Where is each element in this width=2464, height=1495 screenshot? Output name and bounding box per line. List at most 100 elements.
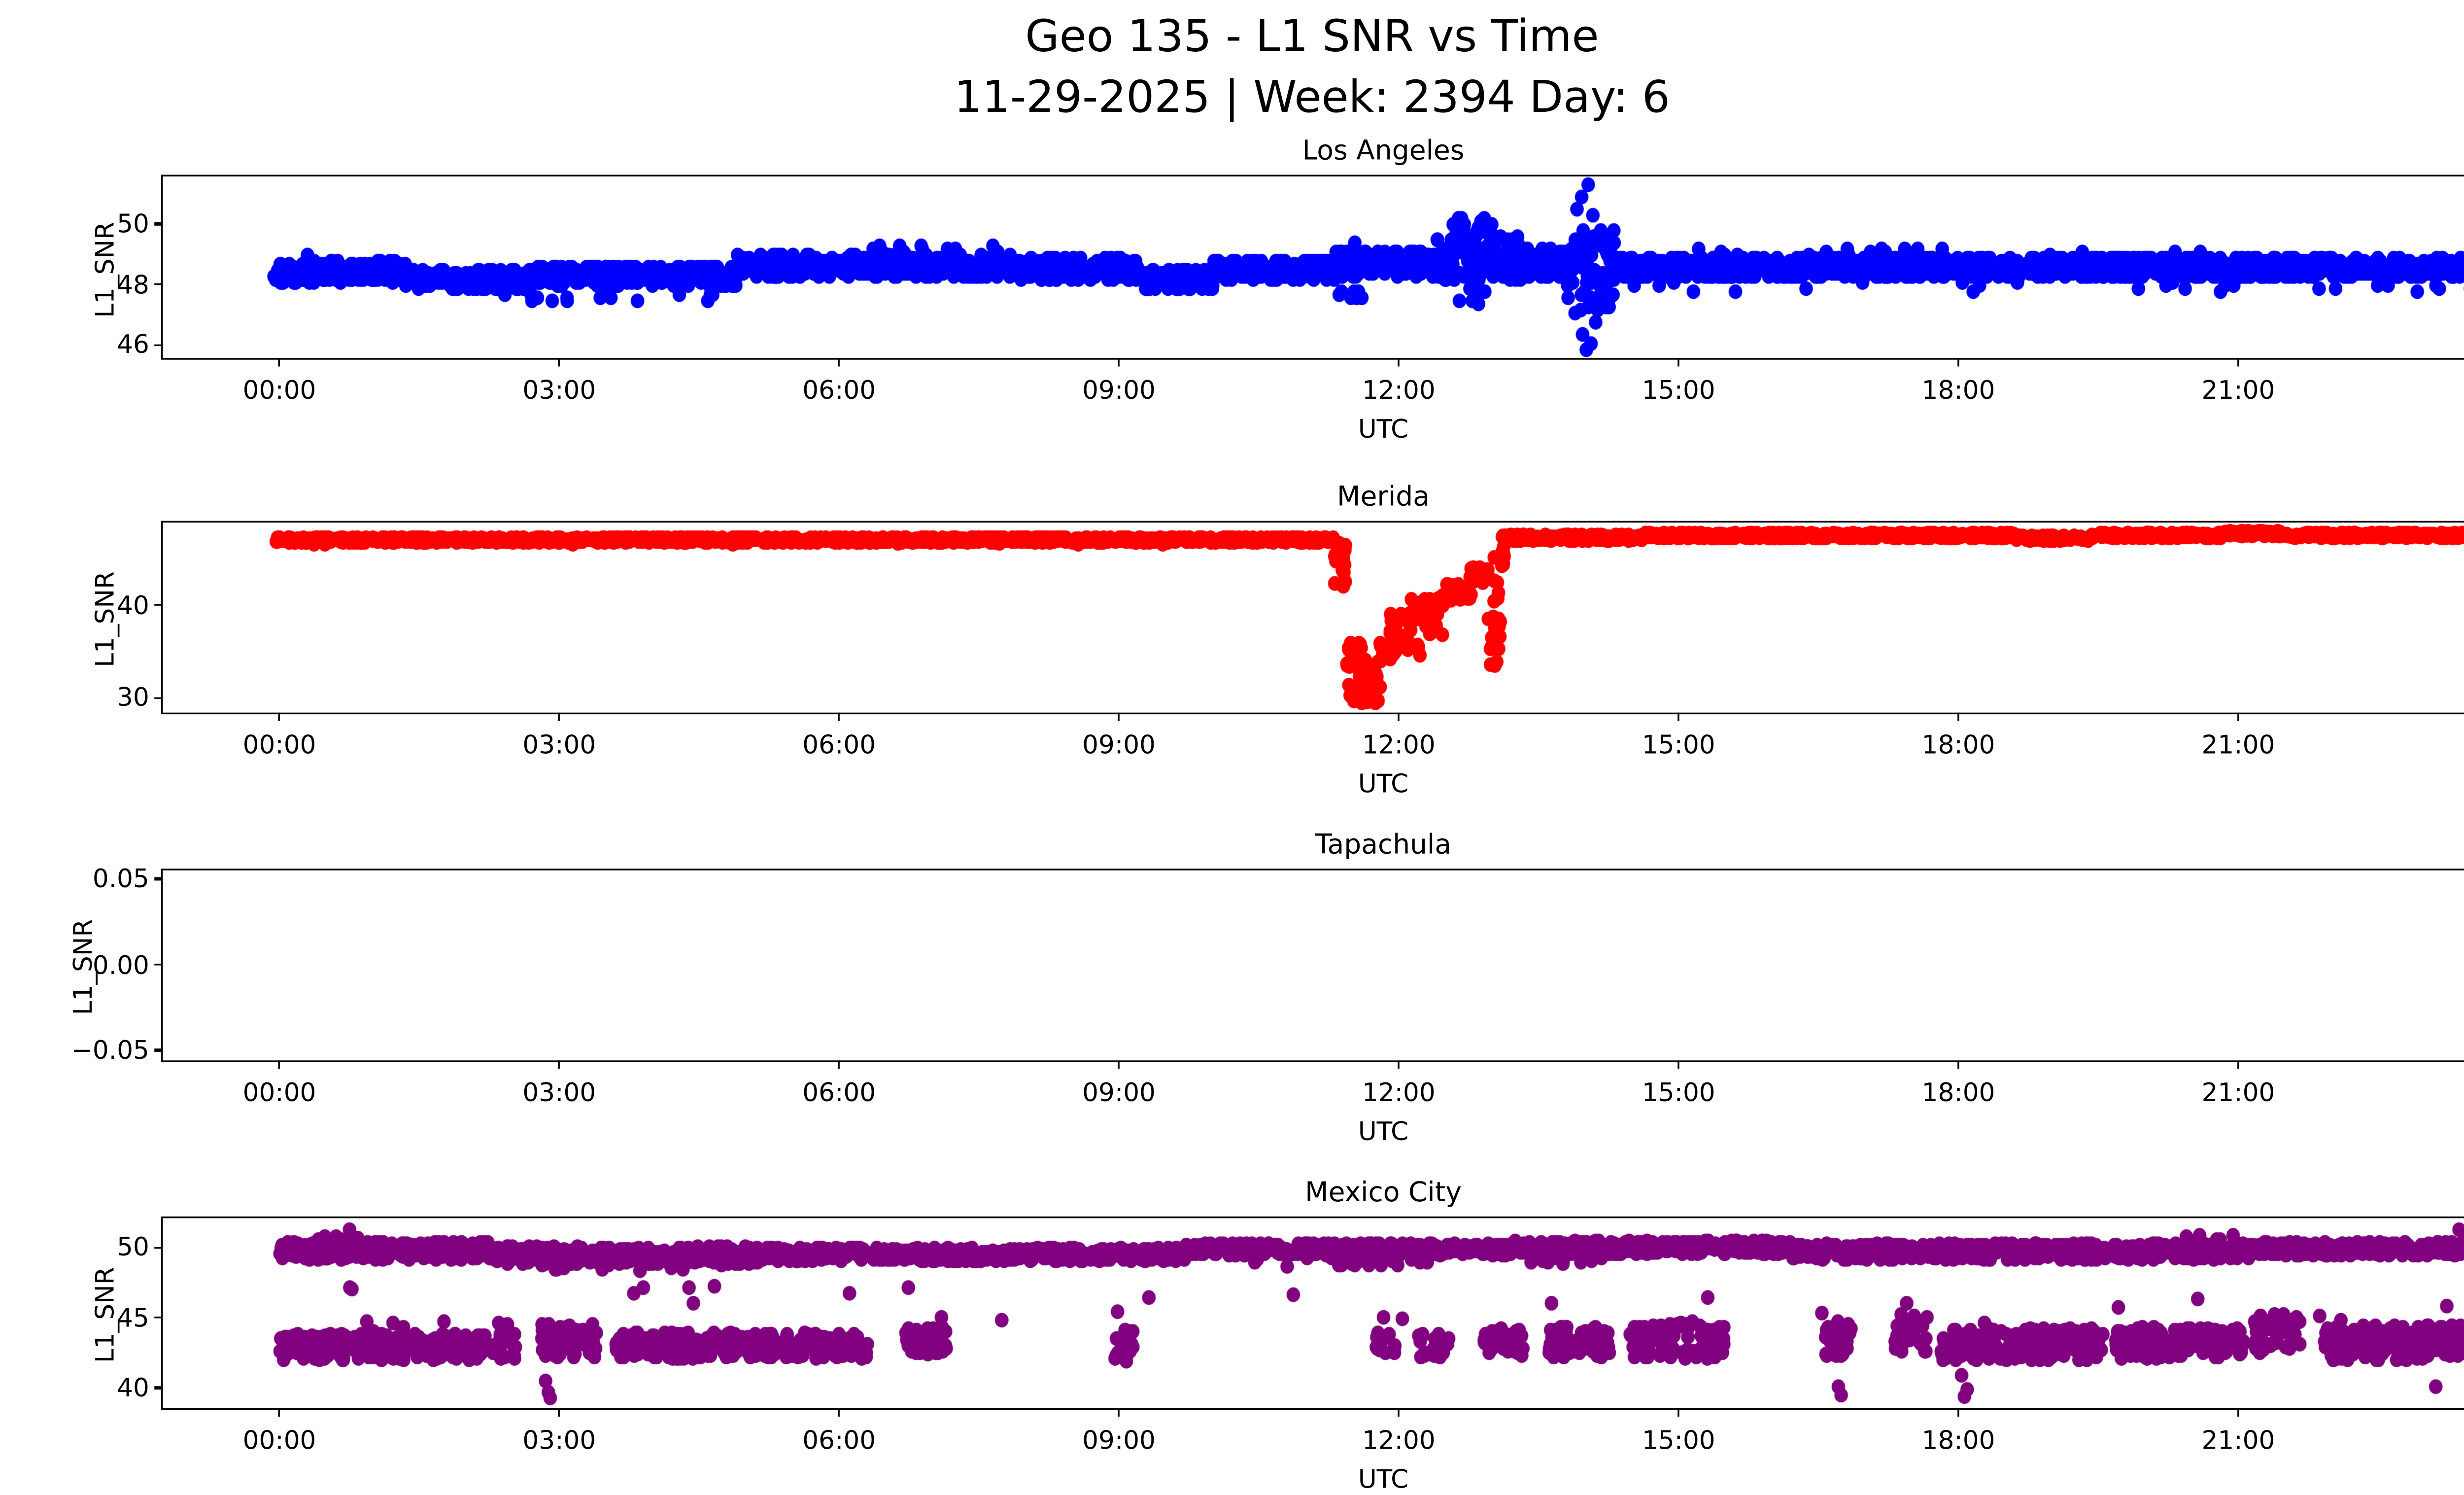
- y-tick-label: 50: [117, 1232, 149, 1263]
- x-tick-label: 03:00: [522, 730, 596, 761]
- x-axis-label: UTC: [1358, 768, 1409, 800]
- x-tick-label: 03:00: [522, 375, 596, 406]
- y-tick-mark: [154, 963, 163, 966]
- y-tick-label: 45: [117, 1302, 149, 1333]
- x-tick-mark: [558, 1060, 561, 1069]
- x-tick-label: 12:00: [1362, 1425, 1436, 1456]
- x-tick-mark: [1118, 712, 1120, 721]
- x-tick-mark: [278, 712, 281, 721]
- x-tick-mark: [1957, 1408, 1960, 1417]
- x-tick-label: 21:00: [2201, 1077, 2275, 1108]
- y-tick-label: 48: [117, 269, 149, 300]
- subplot-mexico-city: Mexico City 50 45 40 00:00 03:00 06:00 09:00 12:…: [90, 1176, 2464, 1495]
- subplot-title: Los Angeles: [1302, 134, 1465, 167]
- x-tick-label: 00:00: [2447, 730, 2464, 760]
- x-tick-mark: [1677, 1408, 1680, 1417]
- x-tick-mark: [1398, 1408, 1400, 1417]
- y-tick-mark: [154, 283, 163, 286]
- x-tick-label: 03:00: [522, 1425, 596, 1456]
- x-tick-label: 09:00: [1082, 1077, 1156, 1108]
- x-tick-label: 00:00: [2447, 1425, 2464, 1456]
- x-tick-label: 00:00: [242, 375, 316, 406]
- x-tick-label: 06:00: [802, 1425, 876, 1456]
- subplot-tapachula: Tapachula 0.05 0.00 −0.05 00:00 03:00 06:00 09:…: [68, 828, 2464, 1147]
- y-tick-label: 0.00: [92, 949, 149, 980]
- y-tick-mark: [154, 1387, 163, 1390]
- y-tick-mark: [154, 222, 163, 225]
- subplot-title: Merida: [1336, 480, 1430, 513]
- y-axis-label: L1_SNR: [90, 571, 121, 667]
- x-tick-mark: [1677, 712, 1680, 721]
- x-tick-label: 15:00: [1642, 375, 1715, 406]
- y-tick-mark: [154, 344, 163, 347]
- x-tick-label: 12:00: [1362, 730, 1436, 761]
- x-tick-mark: [1118, 1408, 1120, 1417]
- x-tick-mark: [1957, 1060, 1960, 1069]
- x-tick-label: 00:00: [2447, 1078, 2464, 1108]
- y-tick-mark: [154, 696, 163, 699]
- y-tick-label: 50: [117, 209, 149, 240]
- x-tick-mark: [1118, 1060, 1120, 1069]
- x-tick-mark: [278, 358, 281, 367]
- x-tick-label: 09:00: [1082, 1425, 1156, 1456]
- x-tick-mark: [558, 712, 561, 721]
- x-tick-label: 00:00: [2447, 375, 2464, 406]
- x-tick-mark: [1398, 712, 1400, 721]
- x-tick-mark: [1118, 358, 1120, 367]
- y-tick-mark: [154, 1317, 163, 1320]
- x-tick-mark: [838, 1408, 841, 1417]
- figure-title-line1: Geo 135 - L1 SNR vs Time: [1025, 12, 1599, 63]
- x-tick-label: 18:00: [1921, 1425, 1995, 1456]
- y-tick-label: 30: [117, 682, 149, 713]
- scatter-canvas: [163, 176, 2464, 358]
- y-tick-label: 40: [117, 1373, 149, 1404]
- x-tick-label: 12:00: [1362, 1077, 1436, 1108]
- y-tick-mark: [154, 1049, 163, 1051]
- x-axis-label: UTC: [1358, 1464, 1409, 1495]
- x-tick-label: 09:00: [1082, 730, 1156, 761]
- y-tick-label: 46: [117, 330, 149, 361]
- x-tick-mark: [1957, 358, 1960, 367]
- y-tick-label: 0.05: [92, 864, 149, 895]
- y-axis-label: L1_SNR: [90, 221, 121, 317]
- x-tick-label: 00:00: [242, 1425, 316, 1456]
- x-tick-label: 09:00: [1082, 375, 1156, 406]
- x-axis-label: UTC: [1358, 1116, 1409, 1147]
- y-tick-mark: [154, 604, 163, 607]
- x-tick-mark: [838, 1060, 841, 1069]
- x-axis-label: UTC: [1358, 414, 1409, 445]
- figure-title-line2: 11-29-2025 | Week: 2394 Day: 6: [954, 73, 1670, 124]
- y-tick-label: −0.05: [71, 1035, 149, 1066]
- y-axis-label: L1_SNR: [68, 919, 99, 1015]
- x-tick-mark: [1398, 358, 1400, 367]
- x-tick-label: 06:00: [802, 730, 876, 761]
- subplot-title: Mexico City: [1305, 1176, 1462, 1208]
- x-tick-label: 18:00: [1921, 730, 1995, 761]
- x-tick-label: 06:00: [802, 1077, 876, 1108]
- x-tick-mark: [1957, 712, 1960, 721]
- x-tick-mark: [558, 1408, 561, 1417]
- subplot-merida: Merida 40 30 00:00 03:00 06:00 09:00 12:00 15:00…: [90, 480, 2464, 799]
- y-tick-mark: [154, 1247, 163, 1249]
- x-tick-mark: [2237, 712, 2240, 721]
- x-tick-label: 15:00: [1642, 1077, 1715, 1108]
- x-tick-mark: [1677, 358, 1680, 367]
- scatter-canvas: [163, 1218, 2464, 1408]
- x-tick-mark: [838, 712, 841, 721]
- x-tick-mark: [558, 358, 561, 367]
- scatter-canvas: [163, 870, 2464, 1061]
- x-tick-label: 21:00: [2201, 375, 2275, 406]
- scatter-canvas: [163, 522, 2464, 713]
- x-tick-label: 21:00: [2201, 730, 2275, 761]
- subplot-los-angeles: Los Angeles 50 48 46 00:00 03:00 06:00 09:00 12:…: [90, 134, 2464, 445]
- x-tick-label: 18:00: [1921, 375, 1995, 406]
- x-tick-label: 12:00: [1362, 375, 1436, 406]
- x-tick-label: 18:00: [1921, 1077, 1995, 1108]
- x-tick-mark: [2237, 1060, 2240, 1069]
- y-axis-label: L1_SNR: [90, 1267, 121, 1363]
- x-tick-mark: [2237, 358, 2240, 367]
- x-tick-label: 00:00: [242, 1077, 316, 1108]
- y-tick-label: 40: [117, 590, 149, 621]
- x-tick-label: 03:00: [522, 1077, 596, 1108]
- x-tick-label: 15:00: [1642, 730, 1715, 761]
